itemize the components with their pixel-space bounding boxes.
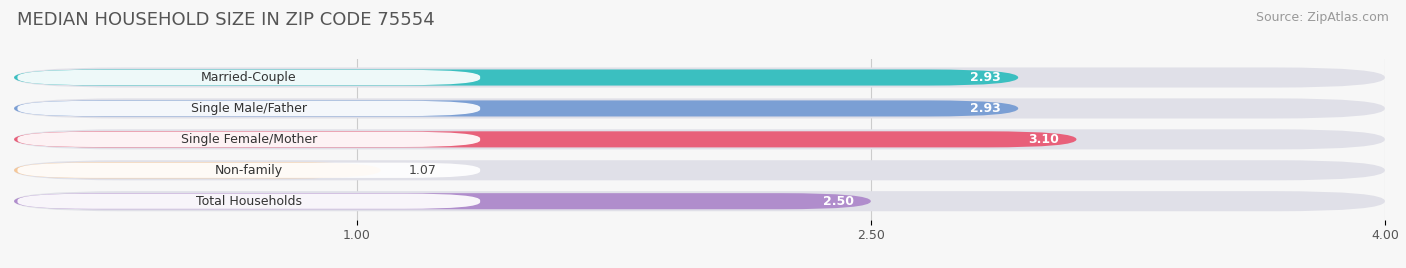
FancyBboxPatch shape xyxy=(14,191,1385,211)
Text: MEDIAN HOUSEHOLD SIZE IN ZIP CODE 75554: MEDIAN HOUSEHOLD SIZE IN ZIP CODE 75554 xyxy=(17,11,434,29)
FancyBboxPatch shape xyxy=(17,193,481,209)
FancyBboxPatch shape xyxy=(14,193,870,209)
FancyBboxPatch shape xyxy=(14,160,1385,180)
Text: Non-family: Non-family xyxy=(215,164,283,177)
FancyBboxPatch shape xyxy=(14,162,381,178)
FancyBboxPatch shape xyxy=(17,163,481,178)
Text: 2.93: 2.93 xyxy=(970,71,1001,84)
Text: Source: ZipAtlas.com: Source: ZipAtlas.com xyxy=(1256,11,1389,24)
FancyBboxPatch shape xyxy=(14,68,1385,88)
FancyBboxPatch shape xyxy=(14,69,1018,85)
Text: Single Male/Father: Single Male/Father xyxy=(191,102,307,115)
Text: 2.50: 2.50 xyxy=(823,195,853,208)
FancyBboxPatch shape xyxy=(17,101,481,116)
FancyBboxPatch shape xyxy=(14,98,1385,118)
Text: 1.07: 1.07 xyxy=(408,164,436,177)
FancyBboxPatch shape xyxy=(14,129,1385,149)
Text: Single Female/Mother: Single Female/Mother xyxy=(181,133,316,146)
Text: Total Households: Total Households xyxy=(195,195,302,208)
Text: Married-Couple: Married-Couple xyxy=(201,71,297,84)
FancyBboxPatch shape xyxy=(14,131,1077,147)
FancyBboxPatch shape xyxy=(14,100,1018,117)
Text: 2.93: 2.93 xyxy=(970,102,1001,115)
FancyBboxPatch shape xyxy=(17,132,481,147)
Text: 3.10: 3.10 xyxy=(1028,133,1059,146)
FancyBboxPatch shape xyxy=(17,70,481,85)
